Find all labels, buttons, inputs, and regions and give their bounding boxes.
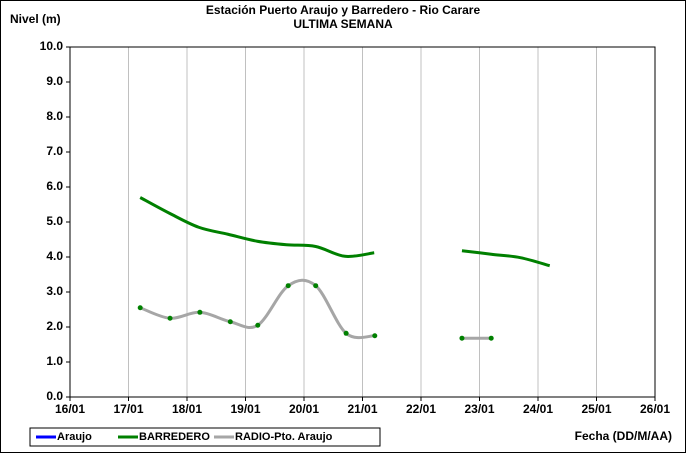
y-tick-label: 5.0 bbox=[46, 214, 63, 228]
point-marker bbox=[343, 330, 349, 336]
y-tick-label: 2.0 bbox=[46, 319, 63, 333]
x-tick-label: 16/01 bbox=[55, 402, 85, 416]
series-line bbox=[139, 196, 551, 268]
legend-label: Araujo bbox=[57, 431, 92, 443]
y-tick-label: 0.0 bbox=[46, 389, 63, 403]
y-tick-label: 3.0 bbox=[46, 284, 63, 298]
point-marker bbox=[372, 333, 378, 339]
point-marker bbox=[255, 322, 261, 328]
x-tick-label: 20/01 bbox=[289, 402, 319, 416]
x-tick-label: 18/01 bbox=[172, 402, 202, 416]
x-tick-label: 21/01 bbox=[347, 402, 377, 416]
point-marker bbox=[197, 309, 203, 315]
point-marker bbox=[313, 283, 319, 289]
legend-box bbox=[29, 427, 381, 447]
x-tick-label: 26/01 bbox=[640, 402, 670, 416]
chart-title: Estación Puerto Araujo y Barredero - Rio… bbox=[206, 3, 481, 17]
point-marker bbox=[459, 335, 465, 341]
legend-label: RADIO-Pto. Araujo bbox=[235, 431, 333, 443]
x-tick-label: 22/01 bbox=[406, 402, 436, 416]
y-tick-label: 6.0 bbox=[46, 179, 63, 193]
y-tick-label: 10.0 bbox=[40, 39, 64, 53]
y-axis-label: Nivel (m) bbox=[10, 12, 61, 26]
x-tick-label: 17/01 bbox=[113, 402, 143, 416]
chart-subtitle: ULTIMA SEMANA bbox=[293, 17, 393, 31]
x-tick-label: 24/01 bbox=[523, 402, 553, 416]
y-tick-label: 8.0 bbox=[46, 109, 63, 123]
point-marker bbox=[137, 305, 143, 311]
point-marker bbox=[227, 319, 233, 325]
legend-label: BARREDERO bbox=[139, 431, 210, 443]
point-marker bbox=[488, 335, 494, 341]
x-tick-label: 25/01 bbox=[581, 402, 611, 416]
x-tick-label: 19/01 bbox=[230, 402, 260, 416]
y-tick-label: 9.0 bbox=[46, 74, 63, 88]
y-tick-label: 1.0 bbox=[46, 354, 63, 368]
x-axis-label: Fecha (DD/M/AA) bbox=[575, 429, 672, 443]
point-marker bbox=[285, 283, 291, 289]
y-tick-label: 4.0 bbox=[46, 249, 63, 263]
plot-frame bbox=[69, 46, 656, 398]
point-marker bbox=[167, 315, 173, 321]
x-tick-label: 23/01 bbox=[464, 402, 494, 416]
y-tick-label: 7.0 bbox=[46, 144, 63, 158]
